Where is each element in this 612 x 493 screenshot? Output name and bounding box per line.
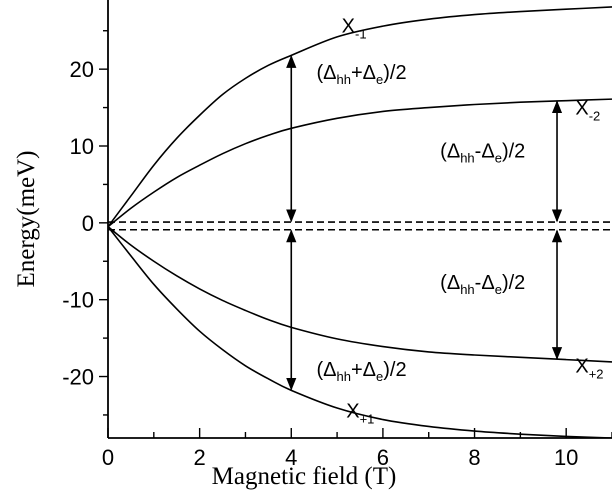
x-tick-label: 0	[102, 445, 114, 470]
annotation-x-plus-2: X+2	[575, 356, 603, 382]
x-axis-title: Magnetic field (T)	[212, 463, 397, 490]
axes: 0 2 4 6 8 10 20 10 0 -10 -20	[62, 0, 612, 470]
x-tick-label: 4	[285, 445, 297, 470]
annotation-diff-sum-bottom: (Δhh+Δe)/2	[316, 359, 406, 384]
series-line-4	[108, 226, 612, 438]
plot-area	[108, 6, 612, 438]
y-tick-label: -20	[62, 365, 94, 390]
y-axis-title: Energy(meV)	[13, 151, 40, 288]
series-line-3	[108, 226, 612, 363]
y-tick-label: 10	[70, 134, 94, 159]
annotation-x-minus-1: X-1	[342, 15, 367, 41]
x-tick-label: 6	[377, 445, 389, 470]
annotation-x-plus-1: X+1	[346, 400, 374, 426]
series-line-1	[108, 6, 612, 228]
y-tick-label: 0	[82, 211, 94, 236]
annotation-x-minus-2: X-2	[575, 97, 600, 123]
series-line-2	[108, 98, 612, 228]
annotation-diff-sum-top: (Δhh+Δe)/2	[316, 62, 406, 87]
x-tick-label: 2	[194, 445, 206, 470]
y-tick-label: -10	[62, 288, 94, 313]
y-tick-label: 20	[70, 57, 94, 82]
x-tick-label: 10	[554, 445, 578, 470]
annotations: X-1 X-2 X+2 X+1 (Δhh+Δe)/2 (Δhh-Δe)/2 (Δhh-Δe)…	[316, 15, 603, 426]
annotation-diff-mid-top: (Δhh-Δe)/2	[440, 141, 525, 166]
annotation-diff-mid-bottom: (Δhh-Δe)/2	[440, 272, 525, 297]
x-tick-label: 8	[468, 445, 480, 470]
